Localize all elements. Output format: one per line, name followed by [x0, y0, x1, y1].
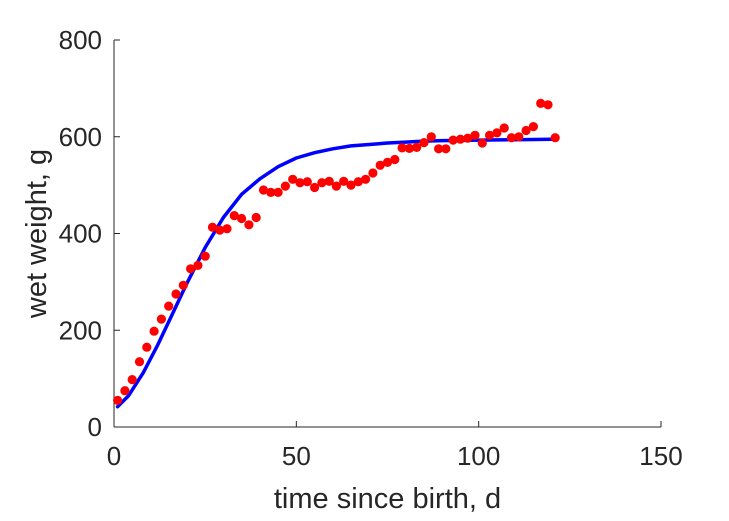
data-point: [506, 133, 517, 143]
data-point: [222, 224, 232, 234]
data-point: [426, 132, 436, 142]
data-point: [397, 143, 407, 153]
data-point: [499, 123, 509, 133]
axes: 0 50 100 150 0 200 400 600 800: [59, 25, 683, 471]
y-axis-label: wet weight, g: [21, 149, 53, 319]
data-point: [434, 144, 444, 154]
data-point: [463, 133, 473, 143]
data-point: [339, 176, 349, 186]
data-point: [251, 212, 261, 223]
data-point: [412, 142, 422, 152]
data-point: [346, 180, 356, 190]
data-point: [258, 185, 269, 195]
y-tick-label: 400: [59, 219, 102, 249]
x-tick-label: 150: [639, 441, 682, 471]
x-tick-label: 0: [107, 441, 121, 471]
data-point: [536, 98, 546, 108]
data-point: [477, 138, 487, 148]
data-point: [164, 301, 174, 311]
data-point: [280, 181, 290, 191]
x-tick-label: 50: [282, 441, 311, 471]
data-point: [120, 386, 130, 396]
data-point: [455, 134, 465, 144]
data-point: [178, 280, 188, 290]
data-point: [288, 174, 298, 184]
data-point: [543, 100, 553, 110]
data-point: [193, 260, 203, 270]
data-point: [514, 132, 524, 142]
data-point: [156, 314, 166, 324]
data-point: [149, 326, 159, 336]
data-point: [207, 222, 218, 232]
data-point: [382, 157, 393, 167]
data-point: [295, 178, 305, 188]
data-point: [492, 128, 502, 138]
data-point: [229, 211, 239, 221]
data-point: [419, 138, 429, 148]
data-point: [361, 174, 371, 184]
data-point: [390, 154, 400, 165]
data-point: [127, 375, 137, 385]
data-point: [142, 342, 152, 352]
data-point: [237, 213, 247, 224]
data-point: [404, 143, 414, 153]
y-tick-label: 600: [59, 122, 102, 152]
fit-curve-line: [115, 137, 554, 409]
data-point: [244, 220, 254, 230]
x-tick-label: 100: [457, 441, 500, 471]
data-point: [331, 181, 341, 191]
data-point: [441, 144, 451, 154]
data-point: [485, 130, 495, 140]
x-axis-label: time since birth, d: [274, 483, 501, 515]
data-point: [448, 135, 458, 145]
data-point: [273, 187, 283, 197]
data-point: [353, 177, 363, 187]
data-point: [521, 125, 531, 136]
data-point: [200, 251, 210, 261]
plot-marks: [113, 98, 560, 409]
data-point: [368, 168, 378, 178]
data-point: [317, 178, 327, 188]
data-point: [113, 395, 123, 405]
data-point: [550, 133, 560, 143]
y-tick-label: 0: [88, 412, 102, 442]
y-tick-label: 200: [59, 315, 102, 345]
data-point: [310, 182, 320, 193]
data-point: [375, 160, 385, 170]
data-point: [470, 130, 480, 140]
data-point: [528, 122, 539, 132]
data-point: [302, 177, 312, 187]
data-point: [186, 264, 196, 274]
y-tick-label: 800: [59, 25, 102, 55]
data-point: [134, 357, 145, 367]
data-point: [266, 187, 276, 197]
data-point: [171, 289, 181, 299]
data-point: [215, 225, 225, 235]
data-point: [324, 176, 334, 186]
